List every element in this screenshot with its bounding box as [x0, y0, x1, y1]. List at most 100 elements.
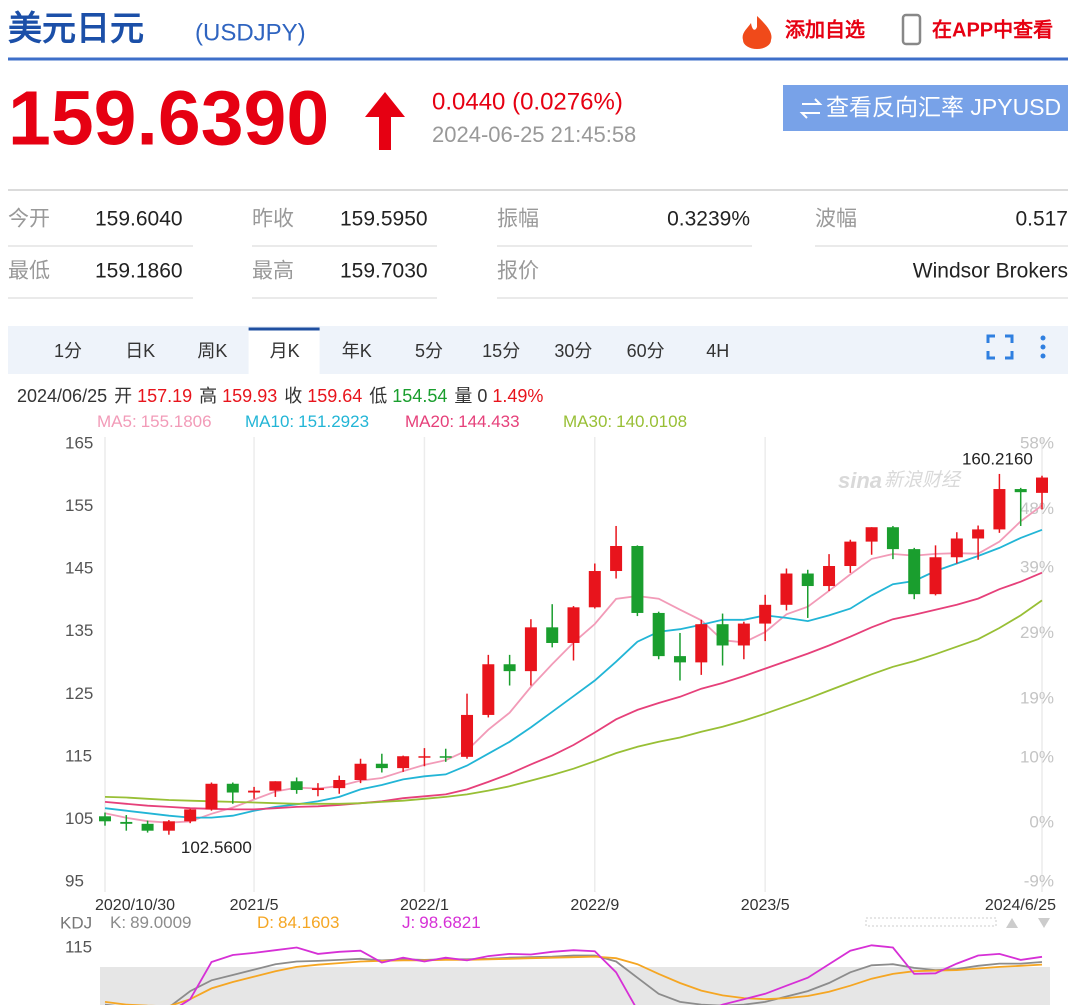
fire-icon: [742, 16, 772, 49]
candle-body: [99, 816, 111, 822]
x-tick-label: 2020/10/30: [95, 897, 175, 914]
x-tick-label: 2023/5: [741, 897, 790, 914]
tab[interactable]: 月K: [270, 341, 300, 361]
tabs: 1分 日K 周K 月K 年K 5分 15分 30分 60分 4H: [54, 327, 729, 374]
tab[interactable]: 60分: [627, 341, 665, 361]
candle-body: [311, 788, 324, 791]
charts: 2020/10/30 2021/5 2022/1 2022/9 2023/5 2024/6…: [60, 412, 1056, 1005]
candle-body: [439, 756, 452, 758]
legend-value: 140.0108: [616, 412, 687, 431]
legend-value: 155.1806: [141, 412, 212, 431]
symbol-code: (USDJPY): [195, 19, 306, 46]
tab[interactable]: 30分: [554, 341, 592, 361]
y-tick-label: 115: [65, 937, 92, 956]
y-tick-label: 95: [65, 871, 84, 890]
reverse-button-label[interactable]: 查看反向汇率 JPYUSD: [826, 94, 1061, 120]
tab[interactable]: 年K: [342, 341, 372, 361]
y-tick-label: 165: [65, 433, 93, 452]
candle-body: [631, 545, 644, 613]
y-tick-label: 115: [65, 746, 92, 765]
stat-label: 波幅: [815, 208, 857, 231]
indicator-line: [179, 944, 1043, 1005]
candle-body: [673, 656, 686, 663]
title: 美元日元: [8, 10, 144, 48]
legend-value: 84.1603: [278, 913, 339, 932]
candle-body: [950, 538, 963, 558]
candle-body: [503, 664, 516, 672]
info-item: 低: [369, 386, 387, 406]
tab[interactable]: 1分: [54, 341, 82, 361]
stat-value: 159.5950: [340, 208, 428, 231]
y2-tick-label: 29%: [1020, 623, 1054, 642]
info-item: 157.19: [137, 386, 192, 406]
y2-tick-label: -9%: [1024, 871, 1054, 890]
candle-body: [929, 557, 942, 595]
legend-name: D:: [257, 913, 274, 932]
candle-body: [801, 573, 814, 587]
y2-tick-label: 39%: [1020, 558, 1054, 577]
candle-body: [588, 571, 601, 608]
menu-dot[interactable]: [1040, 353, 1046, 359]
candle-body: [546, 627, 559, 643]
stat-value: 159.7030: [340, 260, 428, 283]
scroll-up[interactable]: [1006, 918, 1018, 928]
add-watchlist[interactable]: 添加自选: [785, 17, 865, 41]
tab-bar: [8, 326, 1068, 374]
candle-body: [823, 566, 836, 587]
candle-body: [290, 781, 303, 791]
indicator-line: [104, 599, 1043, 805]
y-tick-label: 105: [65, 809, 93, 828]
y2-tick-label: 58%: [1020, 433, 1054, 452]
stat-value: 0.517: [1015, 208, 1068, 231]
info-item: 开: [114, 386, 132, 406]
y-tick-label: 155: [65, 496, 93, 515]
candle-body: [333, 780, 346, 789]
y2-tick-label: 0%: [1029, 813, 1054, 832]
candle-body: [737, 623, 750, 646]
info-item: 1.49%: [492, 386, 543, 406]
menu-dot[interactable]: [1040, 335, 1046, 341]
legend-value: 98.6821: [419, 913, 480, 932]
candle-body: [354, 763, 367, 781]
candle-body: [567, 607, 580, 643]
tab[interactable]: 5分: [415, 341, 443, 361]
menu-dot[interactable]: [1040, 344, 1046, 350]
stat-value: 159.6040: [95, 208, 183, 231]
tab[interactable]: 15分: [482, 341, 520, 361]
fullscreen-icon[interactable]: [986, 334, 1014, 360]
indicator-line: [104, 528, 1043, 819]
candle-body: [972, 529, 985, 539]
candle-body: [1036, 477, 1048, 493]
candle-body: [482, 664, 495, 715]
ma-legend: MA20: 144.433: [405, 412, 520, 431]
reverse-button[interactable]: [783, 85, 1068, 131]
swap-icon: [799, 98, 823, 119]
candle-body: [120, 821, 133, 824]
info-item: 154.54: [392, 386, 447, 406]
indicator-line: [104, 955, 1043, 1005]
legend-name: K:: [110, 913, 126, 932]
ma-legend: MA5: 155.1806: [97, 412, 212, 431]
stat-label: 最高: [252, 260, 294, 283]
tab[interactable]: 周K: [197, 341, 227, 361]
legend-name: MA20:: [405, 412, 454, 431]
legend-value: 144.433: [458, 412, 519, 431]
open-in-app[interactable]: 在APP中查看: [932, 17, 1053, 41]
info-item: 0: [477, 386, 487, 406]
stat-label: 今开: [8, 208, 50, 231]
candle-body: [184, 809, 197, 822]
scroll-down[interactable]: [1038, 918, 1050, 928]
candle-body: [652, 612, 665, 657]
candle-body: [1014, 489, 1027, 493]
stat-label: 最低: [8, 260, 50, 283]
candle-body: [375, 763, 388, 769]
candle-body: [397, 756, 410, 769]
candle-body: [524, 627, 537, 672]
scroller[interactable]: [865, 917, 997, 927]
tab[interactable]: 日K: [125, 341, 155, 361]
info-item: 高: [199, 386, 217, 406]
tab[interactable]: 4H: [706, 341, 729, 361]
legend-name: MA10:: [245, 412, 294, 431]
candle-body: [993, 489, 1006, 530]
